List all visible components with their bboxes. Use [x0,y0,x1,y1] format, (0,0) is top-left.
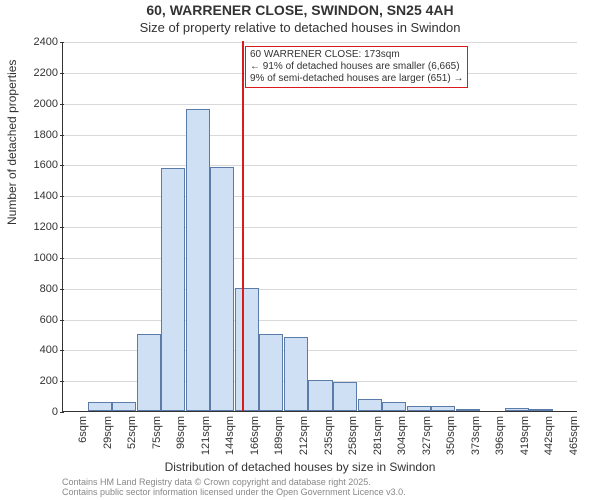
x-tick-label: 121sqm [200,416,212,466]
reference-line [242,41,244,411]
x-tick-label: 281sqm [372,416,384,466]
x-tick-label: 29sqm [102,416,114,466]
gridline-h [63,289,577,290]
attribution-line-2: Contains public sector information licen… [62,488,406,498]
gridline-h [63,42,577,43]
page-title: 60, WARRENER CLOSE, SWINDON, SN25 4AH [0,2,600,18]
x-tick-label: 235sqm [323,416,335,466]
histogram-bar [382,402,406,411]
y-tick-label: 200 [18,375,58,387]
histogram-bar [259,334,283,411]
y-tick-label: 1200 [18,221,58,233]
x-tick-label: 52sqm [126,416,138,466]
gridline-h [63,258,577,259]
x-tick-label: 396sqm [494,416,506,466]
annotation-box: 60 WARRENER CLOSE: 173sqm← 91% of detach… [245,46,468,88]
y-tick-label: 1400 [18,190,58,202]
gridline-h [63,165,577,166]
histogram-bar [137,334,161,411]
histogram-bar [407,406,431,411]
x-tick-label: 327sqm [421,416,433,466]
x-tick-label: 98sqm [175,416,187,466]
histogram-bar [186,109,210,411]
histogram-bar [112,402,136,411]
x-tick-label: 373sqm [470,416,482,466]
x-tick-label: 258sqm [347,416,359,466]
x-tick-label: 442sqm [543,416,555,466]
annotation-line: ← 91% of detached houses are smaller (6,… [250,61,463,73]
histogram-bar [333,382,357,411]
y-tick-label: 2200 [18,67,58,79]
chart-plot-area [62,42,577,412]
histogram-bar [431,406,455,411]
y-tick-label: 2400 [18,36,58,48]
gridline-h [63,196,577,197]
gridline-h [63,320,577,321]
annotation-line: 9% of semi-detached houses are larger (6… [250,73,463,85]
histogram-bar [529,409,553,411]
y-tick-label: 1600 [18,159,58,171]
y-tick-label: 0 [18,406,58,418]
gridline-h [63,104,577,105]
histogram-bar [505,408,529,411]
histogram-bar [308,380,332,411]
x-tick-label: 350sqm [445,416,457,466]
y-tick-label: 600 [18,314,58,326]
x-tick-label: 465sqm [568,416,580,466]
gridline-h [63,135,577,136]
y-tick-label: 2000 [18,98,58,110]
histogram-bar [88,402,112,411]
gridline-h [63,227,577,228]
x-tick-label: 6sqm [77,416,89,466]
histogram-bar [358,399,382,411]
y-tick-label: 400 [18,344,58,356]
y-tick-label: 1800 [18,129,58,141]
x-tick-label: 419sqm [519,416,531,466]
x-tick-label: 189sqm [273,416,285,466]
histogram-bar [284,337,308,411]
attribution-footer: Contains HM Land Registry data © Crown c… [62,478,406,498]
y-tick-label: 1000 [18,252,58,264]
y-axis-label: Number of detached properties [5,60,19,225]
x-tick-label: 144sqm [224,416,236,466]
page-subtitle: Size of property relative to detached ho… [0,20,600,35]
x-tick-label: 166sqm [249,416,261,466]
histogram-bar [161,168,185,411]
x-tick-label: 75sqm [151,416,163,466]
annotation-line: 60 WARRENER CLOSE: 173sqm [250,49,463,61]
histogram-bar [456,409,480,411]
x-tick-label: 304sqm [396,416,408,466]
y-tick-label: 800 [18,283,58,295]
x-tick-label: 212sqm [298,416,310,466]
histogram-bar [210,167,234,411]
histogram-bar [235,288,259,411]
